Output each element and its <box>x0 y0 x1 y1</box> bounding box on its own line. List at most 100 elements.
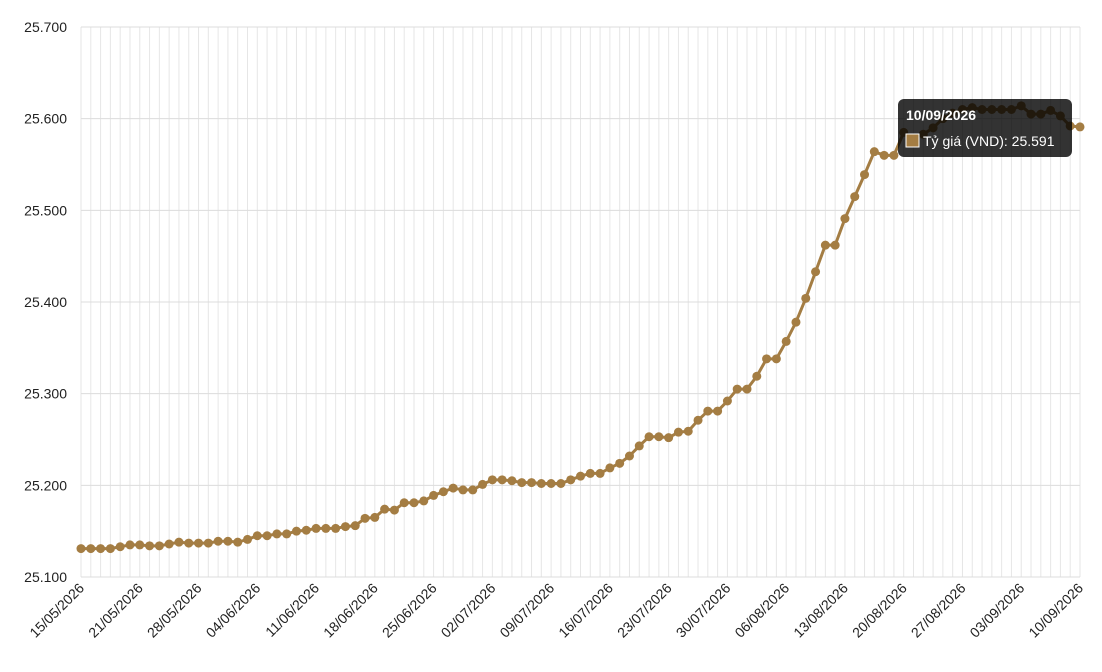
point <box>282 529 292 539</box>
point <box>840 214 850 224</box>
point <box>360 513 370 523</box>
point <box>791 317 801 327</box>
point <box>96 544 106 554</box>
point <box>243 534 252 544</box>
y-tick-label: 25.500 <box>24 202 67 218</box>
point <box>673 427 683 437</box>
point <box>644 432 654 442</box>
point <box>566 475 576 485</box>
tooltip: 10/09/2026 Tỷ giá (VND): 25.591 <box>898 99 1072 157</box>
x-tick-label: 06/08/2026 <box>731 580 792 641</box>
point <box>595 468 605 478</box>
point <box>487 475 497 485</box>
point <box>76 544 86 554</box>
point <box>850 192 860 202</box>
point <box>321 523 331 533</box>
point <box>125 540 135 550</box>
y-tick-label: 25.400 <box>24 294 67 310</box>
point <box>311 523 321 533</box>
point <box>86 544 96 554</box>
point <box>203 538 213 548</box>
x-tick-label: 28/05/2026 <box>144 580 205 641</box>
x-tick-label: 23/07/2026 <box>614 580 675 641</box>
point <box>693 415 703 425</box>
point <box>223 536 233 546</box>
point <box>164 539 174 549</box>
point <box>615 458 625 468</box>
point <box>448 483 458 493</box>
point <box>478 479 488 489</box>
point <box>233 537 243 547</box>
point <box>458 485 468 495</box>
point <box>380 504 390 514</box>
point <box>262 531 272 541</box>
point <box>664 433 674 443</box>
point <box>340 522 350 532</box>
point <box>194 538 204 548</box>
x-tick-label: 11/06/2026 <box>262 580 322 640</box>
x-tick-label: 30/07/2026 <box>673 580 734 641</box>
x-tick-label: 03/09/2026 <box>966 580 1027 641</box>
point <box>145 541 155 551</box>
tooltip-box <box>898 99 1072 157</box>
x-tick-label: 20/08/2026 <box>849 580 910 641</box>
point <box>213 536 223 546</box>
point <box>546 479 556 488</box>
point <box>272 529 282 539</box>
x-tick-label: 16/07/2026 <box>555 580 616 641</box>
y-tick-label: 25.700 <box>24 19 67 35</box>
point <box>752 371 762 381</box>
point <box>634 441 644 451</box>
point <box>869 147 879 157</box>
point <box>830 240 840 250</box>
x-tick-label: 18/06/2026 <box>320 580 381 641</box>
point <box>350 521 360 531</box>
x-tick-label: 27/08/2026 <box>908 580 969 641</box>
y-tick-label: 25.200 <box>24 477 67 493</box>
point <box>762 354 772 364</box>
point <box>252 531 262 541</box>
tooltip-text: Tỷ giá (VND): 25.591 <box>923 133 1055 149</box>
point <box>419 496 429 506</box>
point <box>291 526 301 536</box>
point <box>135 540 145 550</box>
point <box>301 525 311 535</box>
y-tick-label: 25.600 <box>24 111 67 127</box>
point <box>1075 122 1085 132</box>
point <box>683 426 693 436</box>
point <box>154 541 164 551</box>
point <box>517 478 527 488</box>
point <box>879 150 889 160</box>
point <box>781 336 791 346</box>
x-tick-label: 10/09/2026 <box>1025 580 1086 641</box>
point <box>605 463 615 473</box>
point <box>527 478 537 488</box>
point <box>399 498 409 508</box>
x-tick-label: 15/05/2026 <box>26 580 87 641</box>
point <box>389 505 399 515</box>
point <box>703 406 713 416</box>
x-tick-label: 02/07/2026 <box>438 580 499 641</box>
point <box>771 354 781 364</box>
tooltip-title: 10/09/2026 <box>906 107 976 123</box>
point <box>624 451 634 461</box>
point <box>820 240 830 250</box>
point <box>801 293 811 303</box>
point <box>722 396 732 406</box>
point <box>811 267 821 277</box>
point <box>536 479 546 488</box>
point <box>105 544 115 554</box>
x-tick-label: 09/07/2026 <box>496 580 557 641</box>
x-tick-label: 21/05/2026 <box>85 580 146 641</box>
point <box>576 471 585 481</box>
point <box>438 487 448 497</box>
point <box>860 170 870 180</box>
point <box>184 538 194 548</box>
point <box>468 485 478 495</box>
point <box>331 523 341 533</box>
point <box>497 475 507 485</box>
point <box>115 542 125 552</box>
point <box>742 384 752 394</box>
point <box>585 468 595 478</box>
point <box>507 476 517 486</box>
